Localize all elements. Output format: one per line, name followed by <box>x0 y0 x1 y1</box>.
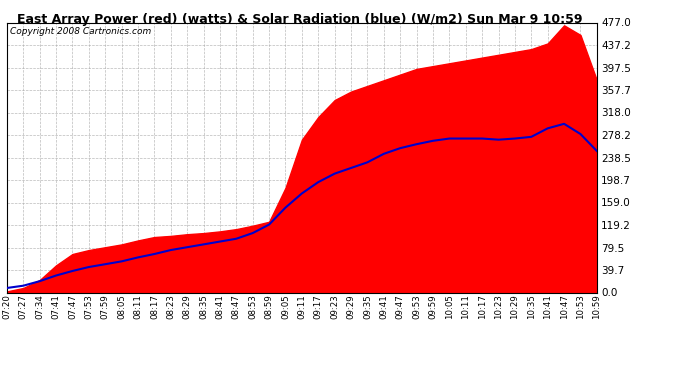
Text: Copyright 2008 Cartronics.com: Copyright 2008 Cartronics.com <box>10 27 151 36</box>
Text: East Array Power (red) (watts) & Solar Radiation (blue) (W/m2) Sun Mar 9 10:59: East Array Power (red) (watts) & Solar R… <box>17 13 583 26</box>
